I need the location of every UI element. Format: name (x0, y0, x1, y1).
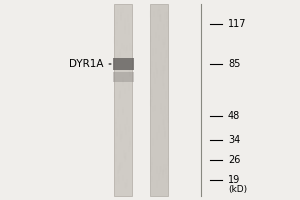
FancyBboxPatch shape (112, 72, 134, 82)
FancyBboxPatch shape (114, 4, 132, 196)
Text: 26: 26 (228, 155, 240, 165)
Text: 19: 19 (228, 175, 240, 185)
Text: 34: 34 (228, 135, 240, 145)
Text: (kD): (kD) (228, 185, 247, 194)
FancyBboxPatch shape (112, 58, 134, 70)
Text: 117: 117 (228, 19, 247, 29)
Text: 48: 48 (228, 111, 240, 121)
Text: DYR1A: DYR1A (69, 59, 111, 69)
Text: 85: 85 (228, 59, 240, 69)
FancyBboxPatch shape (150, 4, 168, 196)
